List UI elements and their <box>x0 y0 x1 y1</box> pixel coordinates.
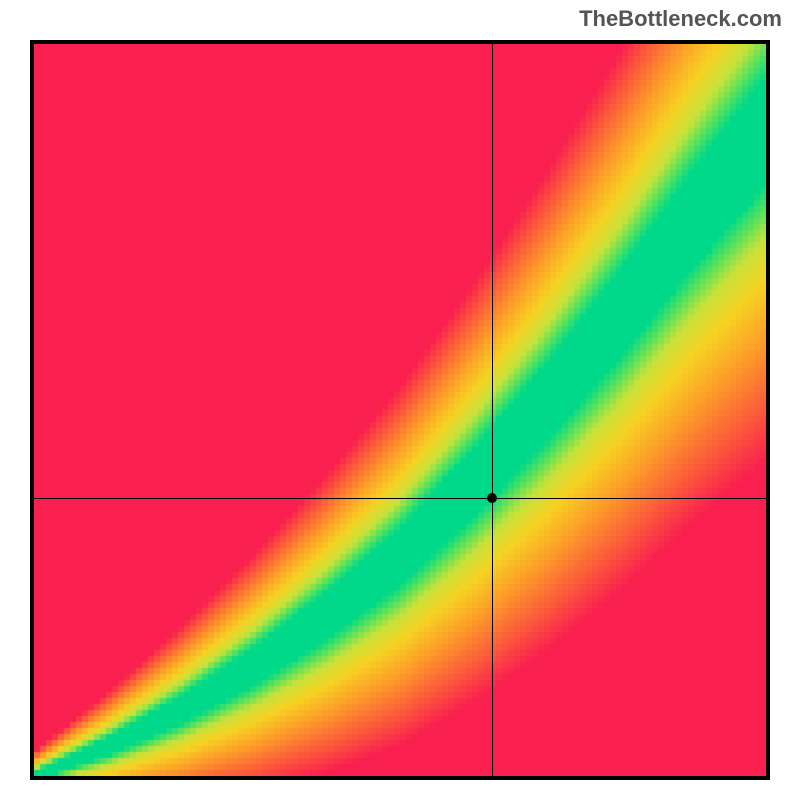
heatmap-frame <box>30 40 770 780</box>
heatmap-canvas <box>34 44 766 776</box>
crosshair-horizontal <box>34 498 766 499</box>
attribution-label: TheBottleneck.com <box>579 6 782 32</box>
chart-container: TheBottleneck.com <box>0 0 800 800</box>
marker-dot <box>487 493 497 503</box>
crosshair-vertical <box>492 44 493 776</box>
